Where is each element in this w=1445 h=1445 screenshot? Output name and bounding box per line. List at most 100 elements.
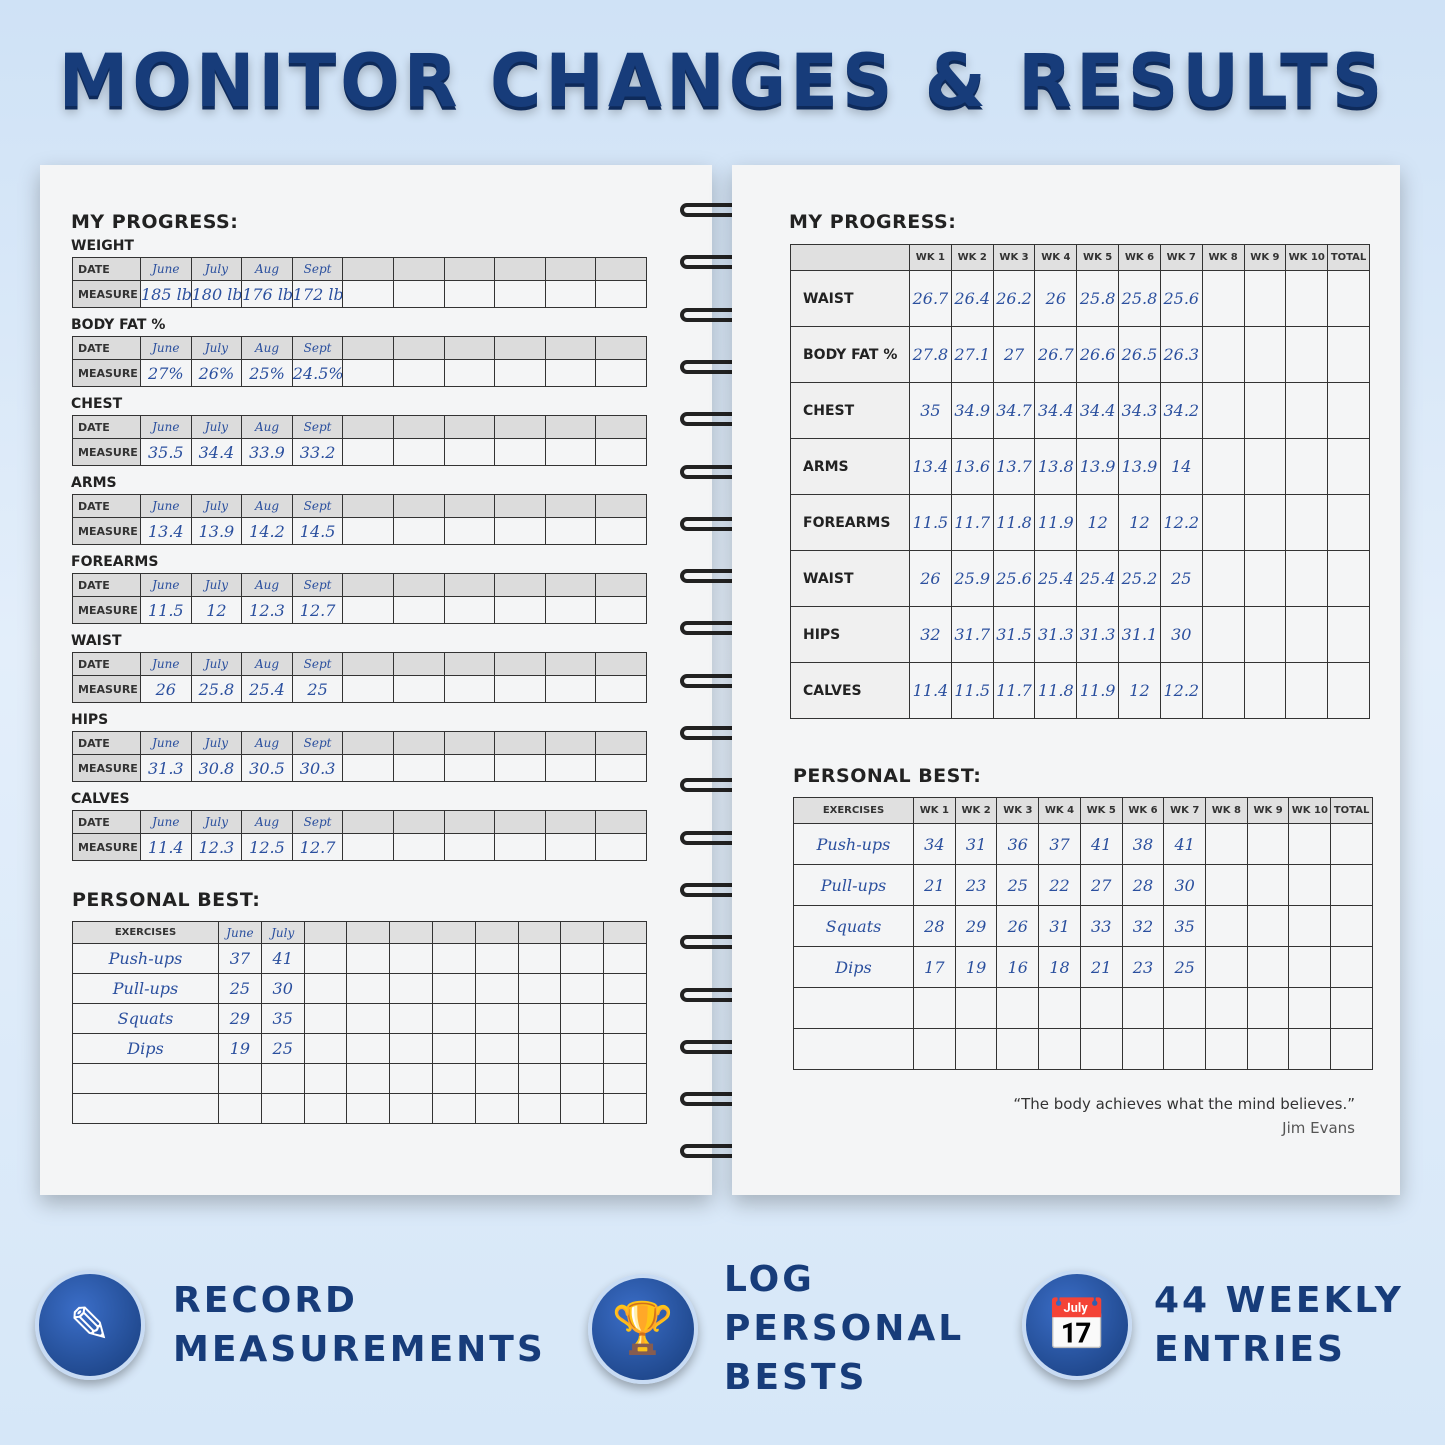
cell bbox=[443, 675, 496, 703]
cell: Aug bbox=[241, 731, 293, 755]
row-label: DATE bbox=[72, 573, 141, 597]
cell bbox=[431, 1063, 476, 1094]
cell bbox=[392, 731, 445, 755]
cell: June bbox=[140, 652, 192, 676]
cell: 32 bbox=[1121, 905, 1165, 947]
row-label: MEASURE bbox=[72, 359, 141, 387]
progress-heading: MY PROGRESS: bbox=[71, 211, 239, 233]
cell bbox=[1327, 270, 1370, 327]
cell bbox=[494, 833, 546, 861]
cell bbox=[1327, 438, 1370, 495]
cell: Aug bbox=[241, 494, 293, 518]
column-header: WK 8 bbox=[1201, 244, 1245, 271]
trophy-icon: 🏆 bbox=[588, 1273, 698, 1384]
cell: 12 bbox=[1118, 662, 1161, 719]
measurement-table: DATE June July Aug Sept MEASURE 11.5 12 12.3 12.7 bbox=[72, 573, 647, 624]
column-header bbox=[389, 921, 433, 944]
cell: 13.9 bbox=[190, 517, 243, 545]
cell: 35 bbox=[1163, 905, 1207, 947]
row-label: DATE bbox=[72, 336, 141, 360]
cell bbox=[342, 438, 394, 466]
left-page: MY PROGRESS: WEIGHT DATE June July Aug Sept ME… bbox=[40, 165, 712, 1195]
cell bbox=[996, 1028, 1040, 1070]
cell: 31.3 bbox=[1076, 606, 1120, 663]
cell: 13.6 bbox=[950, 438, 994, 495]
cell: 41 bbox=[260, 943, 305, 974]
cell bbox=[303, 1033, 348, 1064]
cell bbox=[342, 833, 394, 861]
row-label: DATE bbox=[72, 494, 141, 518]
weekly-personal-best-table: EXERCISES WK 1 WK 2 WK 3 WK 4 WK 5 WK 6 WK 7 WK … bbox=[793, 797, 1373, 1070]
cell bbox=[603, 943, 647, 974]
cell bbox=[1079, 1028, 1123, 1070]
cell bbox=[431, 1003, 476, 1034]
cell bbox=[389, 1093, 433, 1124]
cell: 35 bbox=[260, 1003, 305, 1034]
cell bbox=[342, 652, 394, 676]
cell: 34.4 bbox=[190, 438, 243, 466]
cell bbox=[1243, 606, 1287, 663]
row-label: CALVES bbox=[790, 662, 910, 719]
cell: 27 bbox=[992, 326, 1036, 383]
cell bbox=[260, 1093, 305, 1124]
pencil-ruler-icon: ✎ bbox=[35, 1270, 145, 1380]
column-header: EXERCISES bbox=[793, 797, 914, 824]
table-row bbox=[793, 1028, 1373, 1070]
row-label: MEASURE bbox=[72, 596, 141, 624]
cell bbox=[544, 754, 597, 782]
column-header: WK 7 bbox=[1163, 797, 1207, 824]
column-header: WK 7 bbox=[1159, 244, 1203, 271]
column-header bbox=[431, 921, 476, 944]
column-header: July bbox=[260, 921, 305, 944]
cell: Sept bbox=[291, 494, 344, 518]
cell bbox=[1201, 662, 1245, 719]
cell bbox=[443, 833, 496, 861]
cell bbox=[1079, 987, 1123, 1029]
cell: 23 bbox=[1121, 946, 1165, 988]
cell bbox=[443, 754, 496, 782]
cell: 11.9 bbox=[1076, 662, 1120, 719]
date-row: DATE June July Aug Sept bbox=[72, 810, 647, 834]
cell bbox=[1285, 550, 1329, 607]
cell bbox=[595, 731, 647, 755]
column-header: WK 4 bbox=[1034, 244, 1078, 271]
cell bbox=[544, 494, 597, 518]
column-header: WK 6 bbox=[1118, 244, 1161, 271]
cell bbox=[1285, 326, 1329, 383]
table-row: Pull-ups 25 30 bbox=[72, 973, 647, 1004]
cell bbox=[517, 943, 562, 974]
cell bbox=[1330, 1028, 1373, 1070]
cell: July bbox=[190, 573, 243, 597]
cell bbox=[389, 943, 433, 974]
column-header: WK 2 bbox=[950, 244, 994, 271]
cell bbox=[1121, 987, 1165, 1029]
cell bbox=[494, 731, 546, 755]
cell bbox=[1243, 494, 1287, 551]
cell: Aug bbox=[241, 810, 293, 834]
feature-line: PERSONAL bbox=[724, 1308, 965, 1349]
cell: July bbox=[190, 810, 243, 834]
table-row: ARMS 13.4 13.6 13.7 13.8 13.9 13.9 14 bbox=[790, 438, 1370, 495]
cell bbox=[342, 731, 394, 755]
cell bbox=[392, 336, 445, 360]
cell: 28 bbox=[913, 905, 956, 947]
row-label: WAIST bbox=[790, 550, 910, 607]
cell: 25.4 bbox=[1034, 550, 1078, 607]
cell bbox=[544, 517, 597, 545]
cell: 26 bbox=[140, 675, 192, 703]
cell bbox=[544, 438, 597, 466]
cell bbox=[494, 359, 546, 387]
cell bbox=[218, 1063, 262, 1094]
measure-row: MEASURE 27% 26% 25% 24.5% bbox=[72, 359, 647, 387]
cell: 38 bbox=[1121, 823, 1165, 865]
cell bbox=[474, 1093, 519, 1124]
cell bbox=[544, 833, 597, 861]
cell: 25 bbox=[260, 1033, 305, 1064]
cell bbox=[1330, 905, 1373, 947]
table-row bbox=[72, 1063, 647, 1094]
progress-heading: MY PROGRESS: bbox=[789, 211, 957, 233]
cell: 27.8 bbox=[909, 326, 952, 383]
cell: 23 bbox=[954, 864, 998, 906]
